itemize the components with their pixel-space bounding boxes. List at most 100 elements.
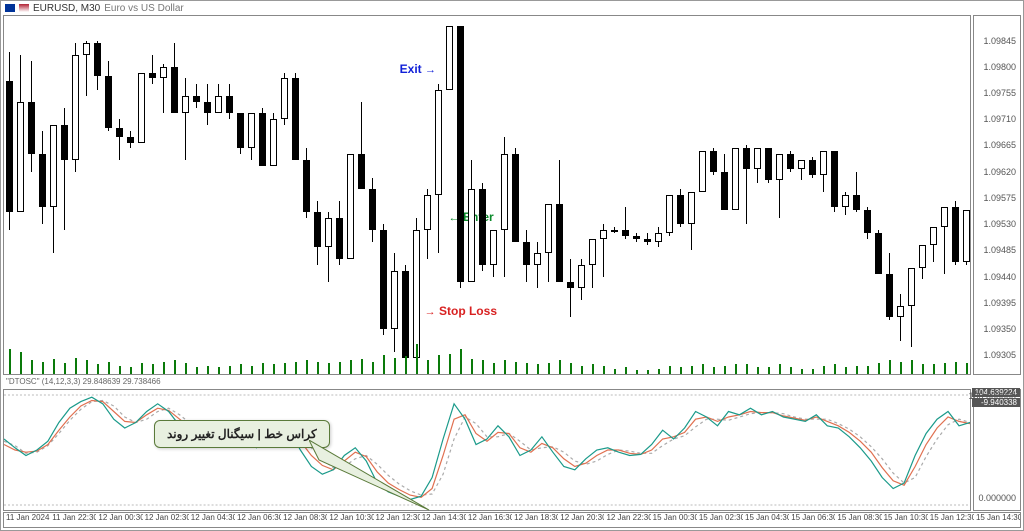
price-tick: 1.09755	[983, 88, 1016, 98]
volume-bar	[955, 362, 957, 374]
price-tick: 1.09800	[983, 62, 1016, 72]
volume-bar	[218, 367, 220, 374]
flag-us-icon	[19, 4, 29, 12]
volume-bar	[460, 349, 462, 374]
volume-bar	[493, 363, 495, 374]
volume-bar	[900, 362, 902, 374]
volume-bar	[889, 360, 891, 374]
volume-bar	[746, 364, 748, 374]
time-tick: 12 Jan 14:30	[420, 513, 466, 527]
sub-tick-top: 100.000000	[968, 391, 1016, 401]
time-tick: 15 Jan 06:30	[789, 513, 835, 527]
volume-bar	[405, 356, 407, 374]
volume-bar	[317, 362, 319, 374]
volume-bar	[548, 363, 550, 374]
volume-bar	[207, 366, 209, 374]
volume-bar	[669, 366, 671, 374]
volume-bar	[196, 367, 198, 374]
volume-bar	[735, 364, 737, 374]
volume-bar	[702, 364, 704, 374]
arrow-right-icon: →	[425, 64, 436, 76]
volume-bar	[86, 360, 88, 374]
price-tick: 1.09485	[983, 245, 1016, 255]
volume-bar	[757, 367, 759, 374]
volume-bar	[768, 367, 770, 374]
oscillator-chart[interactable]: کراس خط | سیگنال تغییر روند	[3, 389, 971, 511]
volume-bar	[647, 370, 649, 374]
price-tick: 1.09845	[983, 36, 1016, 46]
volume-bar	[581, 366, 583, 374]
time-tick: 12 Jan 06:30	[235, 513, 281, 527]
volume-bar	[790, 367, 792, 374]
volume-bar	[119, 366, 121, 374]
volume-bar	[614, 369, 616, 374]
price-tick: 1.09665	[983, 140, 1016, 150]
volume-bar	[339, 362, 341, 374]
price-chart[interactable]: Exit → ← Enter → Stop Loss	[3, 15, 971, 375]
price-tick: 1.09440	[983, 272, 1016, 282]
volume-bar	[251, 366, 253, 374]
oscillator-y-axis: 104.639224 -9.940338 100.000000 0.000000	[973, 389, 1021, 511]
exit-annotation: Exit →	[400, 62, 436, 76]
oscillator-lines	[4, 390, 970, 510]
volume-bar	[559, 360, 561, 374]
time-tick: 12 Jan 04:30	[189, 513, 235, 527]
symbol-desc: Euro vs US Dollar	[104, 3, 183, 14]
sub-tick-bot: 0.000000	[978, 493, 1016, 503]
volume-bar	[141, 363, 143, 374]
time-tick: 12 Jan 12:30	[374, 513, 420, 527]
time-tick: 12 Jan 20:30	[558, 513, 604, 527]
volume-bar	[636, 370, 638, 374]
volume-bar	[152, 364, 154, 374]
time-tick: 15 Jan 00:30	[651, 513, 697, 527]
volume-bar	[262, 363, 264, 374]
volume-bar	[878, 363, 880, 374]
volume-bar	[449, 354, 451, 374]
volume-bar	[680, 367, 682, 374]
volume-bar	[97, 364, 99, 374]
volume-bar	[966, 363, 968, 374]
volume-bar	[273, 364, 275, 374]
volume-bar	[944, 363, 946, 374]
time-tick: 15 Jan 08:30	[835, 513, 881, 527]
price-tick: 1.09350	[983, 324, 1016, 334]
price-y-axis: 1.098451.098001.097551.097101.096651.096…	[973, 15, 1021, 375]
volume-bar	[372, 362, 374, 374]
volume-bar	[845, 367, 847, 374]
volume-bar	[801, 369, 803, 374]
volume-bar	[713, 367, 715, 374]
time-tick: 12 Jan 10:30	[327, 513, 373, 527]
volume-bar	[427, 360, 429, 374]
time-tick: 12 Jan 00:30	[96, 513, 142, 527]
volume-bar	[724, 366, 726, 374]
volume-bar	[438, 355, 440, 374]
volume-bar	[394, 358, 396, 374]
volume-bar	[504, 360, 506, 374]
volume-bar	[779, 364, 781, 374]
time-tick: 11 Jan 2024	[4, 513, 50, 527]
volume-bar	[537, 364, 539, 374]
volume-bar	[306, 360, 308, 374]
volume-bar	[482, 360, 484, 374]
time-tick: 15 Jan 12:30	[928, 513, 974, 527]
volume-bar	[834, 364, 836, 374]
volume-bar	[42, 362, 44, 374]
price-tick: 1.09710	[983, 114, 1016, 124]
volume-bar	[603, 366, 605, 374]
volume-bar	[361, 359, 363, 374]
volume-bar	[625, 367, 627, 374]
chart-title-bar: EURUSD, M30 Euro vs US Dollar	[2, 2, 184, 14]
indicator-label: "DTOSC" (14,12,3,3) 29.848639 29.738466	[3, 377, 971, 387]
volume-bar	[284, 363, 286, 374]
time-tick: 15 Jan 14:30	[974, 513, 1020, 527]
volume-bar	[383, 355, 385, 374]
price-tick: 1.09305	[983, 350, 1016, 360]
volume-bar	[823, 366, 825, 374]
stoploss-annotation: → Stop Loss	[425, 304, 497, 318]
volume-bar	[812, 369, 814, 374]
time-tick: 15 Jan 04:30	[743, 513, 789, 527]
volume-bar	[570, 363, 572, 374]
volume-bar	[658, 369, 660, 374]
volume-bar	[856, 366, 858, 374]
symbol-label: EURUSD, M30	[33, 3, 100, 14]
